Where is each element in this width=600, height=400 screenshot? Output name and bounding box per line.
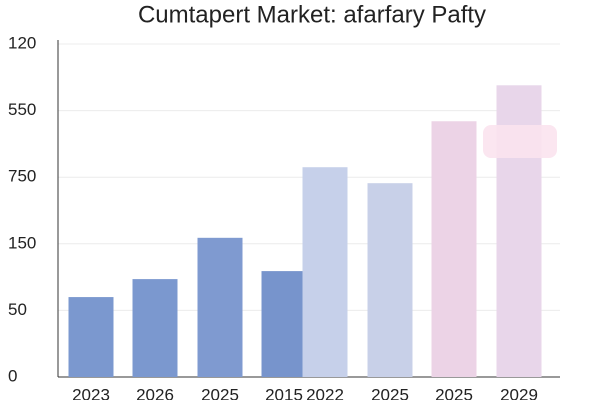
x-tick-label: 2025	[371, 385, 409, 400]
x-tick-label: 2025	[435, 385, 473, 400]
x-tick-label: 2025	[201, 385, 239, 400]
y-tick-label: 150	[8, 233, 36, 252]
y-tick-label: 50	[8, 300, 27, 319]
y-tick-label: 0	[8, 366, 17, 385]
y-tick-label: 550	[8, 100, 36, 119]
bar	[261, 271, 307, 377]
x-tick-label: 2026	[136, 385, 174, 400]
y-tick-label: 750	[8, 167, 36, 186]
highlight-badge	[483, 125, 557, 158]
bar	[132, 279, 178, 377]
x-tick-label: 2015	[265, 385, 303, 400]
bar	[68, 297, 114, 377]
x-tick-label: 2022	[306, 385, 344, 400]
x-tick-label: 2023	[72, 385, 110, 400]
bar	[367, 183, 413, 377]
x-tick-label: 2029	[500, 385, 538, 400]
bar	[431, 121, 477, 377]
y-tick-label: 120	[8, 33, 36, 52]
bar	[197, 237, 243, 377]
chart-title: Cumtapert Market: afarfary Pafty	[138, 1, 486, 28]
bar	[302, 167, 348, 377]
